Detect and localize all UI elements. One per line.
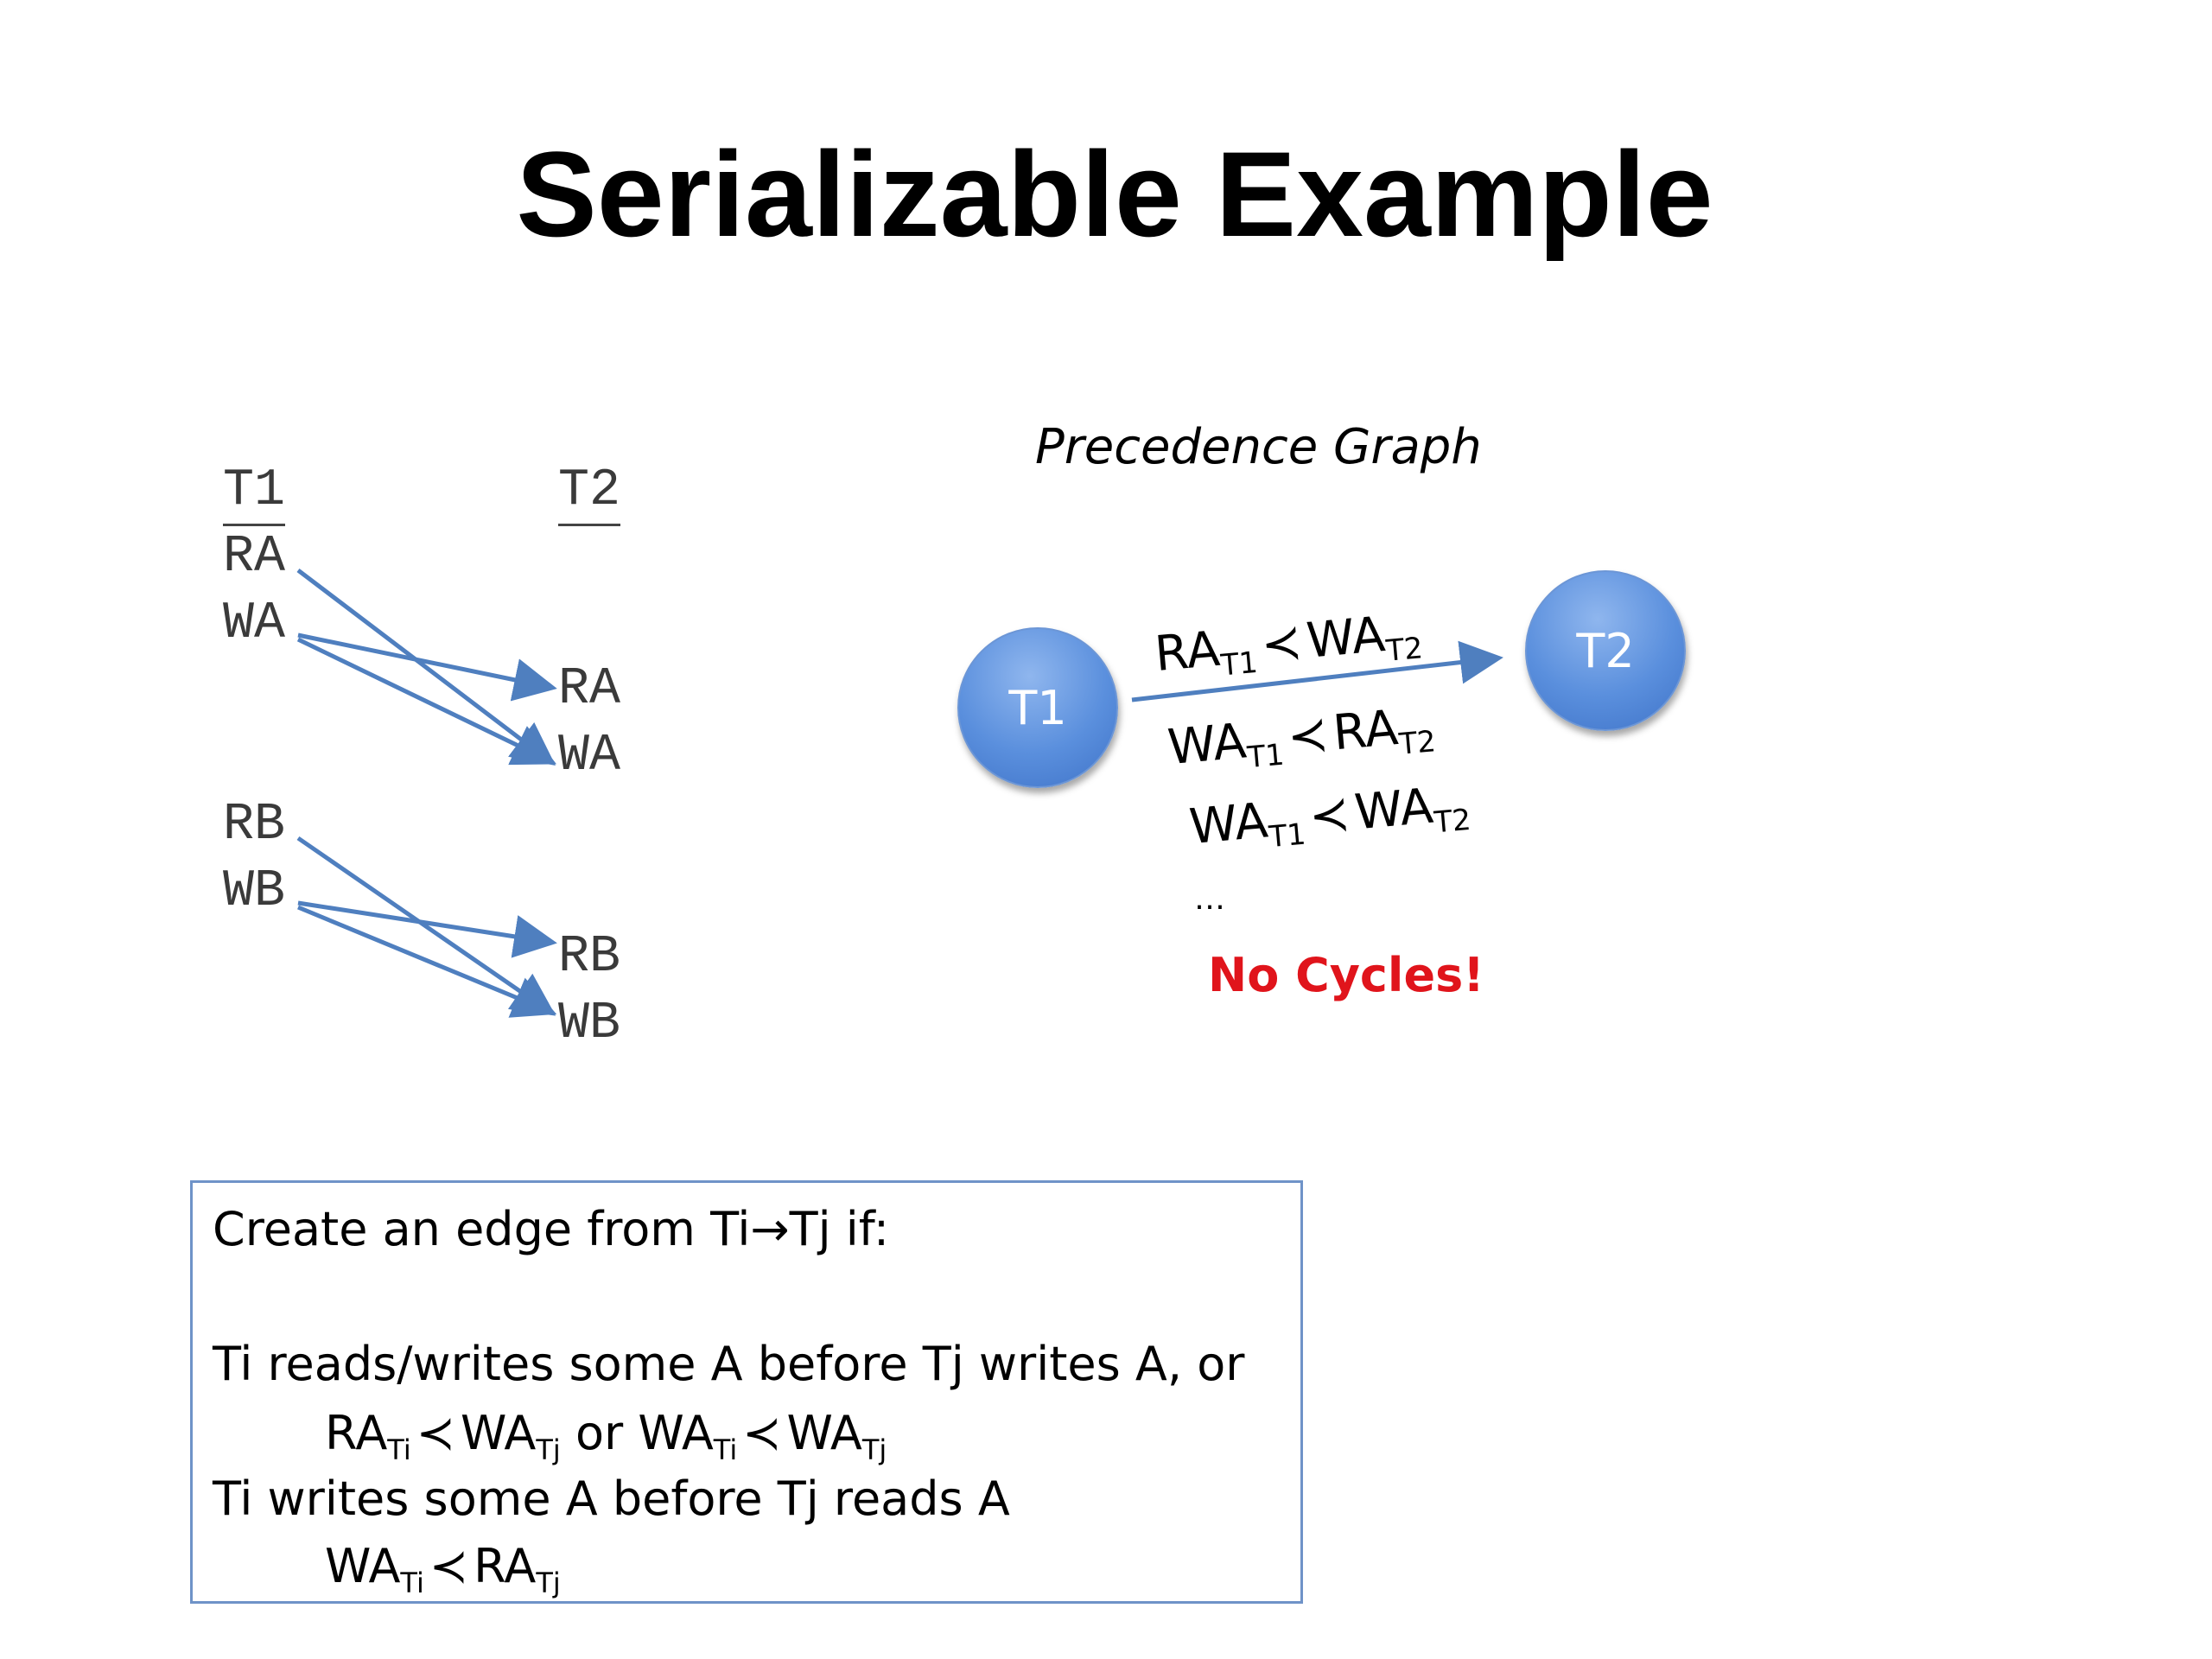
edge-label-2-prec: ≺ [1285, 706, 1331, 766]
t1-op-wb: WB [223, 862, 286, 921]
t1-op-rb: RB [223, 796, 286, 855]
edge-label-2-a-sub: T1 [1246, 737, 1286, 776]
edge-label-3-b: WA [1352, 778, 1436, 842]
t2-header: T2 [558, 465, 621, 526]
edge-label-3-prec: ≺ [1306, 785, 1352, 845]
node-t1-label: T1 [1008, 680, 1067, 735]
t2-op-wa: WA [558, 727, 621, 785]
rule5-prec: ≺ [429, 1539, 469, 1593]
rule-line-4: Ti writes some A before Tj reads A [213, 1471, 1010, 1526]
ellipsis: … [1194, 881, 1225, 917]
rule-line-3: RATi ≺ WATj or WATi ≺ WATj [325, 1410, 887, 1466]
rule3-s3: Ti [713, 1433, 738, 1466]
graph-edge-t1-t2 [1131, 640, 1503, 702]
rule3-p3: WA [638, 1406, 714, 1460]
dep-arrow-wb-rb [297, 900, 557, 958]
rule3-s1: Ti [387, 1433, 411, 1466]
graph-title: Precedence Graph [1035, 419, 1482, 475]
node-t2: T2 [1525, 570, 1686, 731]
edge-label-3-a-sub: T1 [1268, 817, 1307, 855]
rule-box [190, 1180, 1303, 1604]
edge-label-1-b-sub: T2 [1384, 631, 1425, 669]
rule3-p1: RA [325, 1406, 388, 1460]
rule5-p2: RA [474, 1539, 537, 1593]
edge-label-1-b: WA [1304, 607, 1388, 670]
edge-label-2-b: RA [1331, 700, 1401, 762]
t1-header: T1 [223, 465, 286, 526]
no-cycles-label: No Cycles! [1208, 948, 1484, 1002]
rule3-or: or [560, 1406, 639, 1460]
edge-label-3-a: WA [1186, 792, 1270, 856]
slide-title: Serializable Example [516, 126, 1713, 262]
rule3-prec-1: ≺ [416, 1406, 455, 1460]
edge-label-1-a-sub: T1 [1219, 645, 1260, 683]
rule3-s2: Tj [536, 1433, 561, 1466]
rule5-p1: WA [325, 1539, 401, 1593]
t2-op-ra: RA [558, 660, 621, 719]
rule-line-1: Create an edge from Ti→Tj if: [213, 1202, 890, 1256]
t1-op-ra: RA [223, 528, 286, 587]
rule3-s4: Tj [861, 1433, 887, 1466]
rule3-p2: WA [460, 1406, 537, 1460]
dep-arrow-wb-wb [297, 905, 557, 1018]
node-t2-label: T2 [1576, 623, 1635, 678]
edge-label-1-a: RA [1152, 620, 1223, 683]
rule3-p4: WA [786, 1406, 862, 1460]
dep-arrow-wa-wa [296, 637, 557, 766]
t1-op-wa: WA [223, 594, 286, 653]
edge-label-2-a: WA [1165, 713, 1249, 777]
rule5-s2: Tj [536, 1567, 561, 1599]
t2-op-wb: WB [558, 995, 621, 1053]
edge-label-2-b-sub: T2 [1397, 724, 1438, 762]
edge-label-1-prec: ≺ [1258, 613, 1305, 674]
t2-op-rb: RB [558, 928, 621, 987]
node-t1: T1 [957, 627, 1118, 788]
rule-line-5: WATi ≺ RATj [325, 1543, 561, 1599]
rule5-s1: Ti [400, 1567, 424, 1599]
edge-label-3-b-sub: T2 [1433, 802, 1473, 841]
dep-arrow-wa-ra [297, 632, 557, 702]
rule3-prec-2: ≺ [742, 1406, 782, 1460]
rule-line-2: Ti reads/writes some A before Tj writes … [213, 1337, 1245, 1391]
dep-arrow-ra-wa [296, 569, 556, 766]
